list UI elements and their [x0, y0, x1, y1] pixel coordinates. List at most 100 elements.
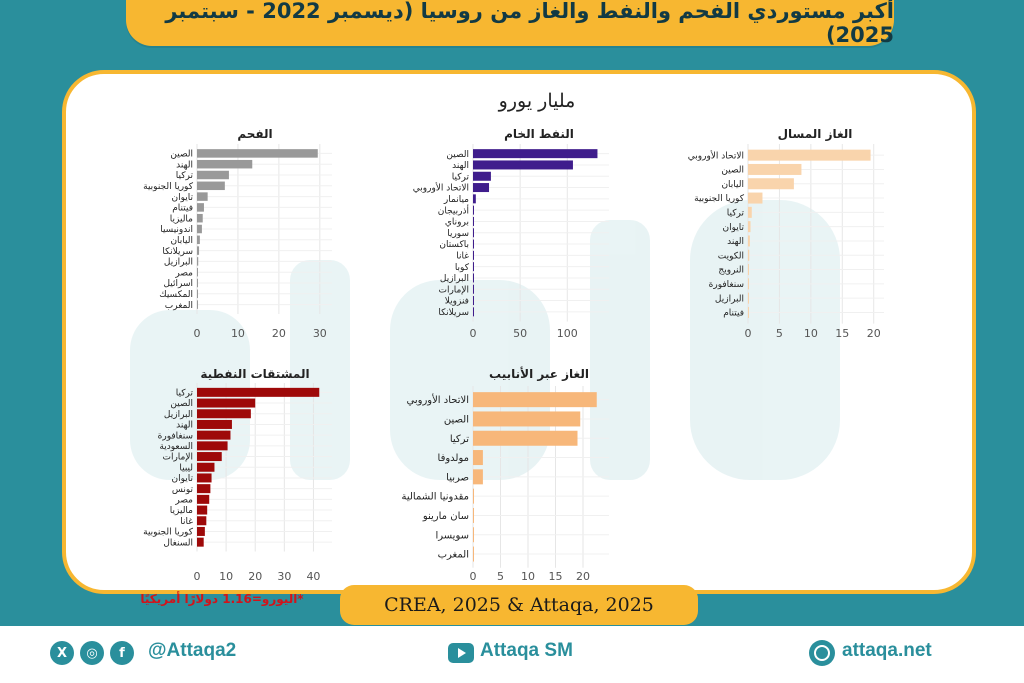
social-handle[interactable]: @Attaqa2	[148, 640, 237, 661]
bar	[197, 537, 204, 547]
category-label: سريلانكا	[438, 308, 469, 318]
source-text: CREA, 2025 & Attaqa, 2025	[384, 594, 654, 616]
bar	[473, 262, 474, 272]
tick-label: 20	[248, 570, 262, 583]
category-label: الصين	[170, 150, 193, 160]
category-label: فيتنام	[172, 204, 193, 214]
bar	[197, 170, 229, 180]
bar	[748, 221, 751, 233]
category-label: البرازيل	[715, 294, 744, 304]
category-label: الكويت	[718, 251, 744, 261]
bar	[197, 430, 231, 440]
social-icons: X ◎ f	[50, 641, 134, 665]
category-label: فيتنام	[723, 309, 744, 319]
bar	[197, 419, 232, 429]
bar	[197, 192, 208, 201]
page-title: أكبر مستوردي الفحم والنفط والغاز من روسي…	[165, 0, 894, 47]
website-link[interactable]: attaqa.net	[842, 640, 932, 661]
bar	[473, 296, 474, 306]
category-label: صربيا	[446, 472, 469, 483]
bar	[197, 473, 212, 483]
category-label: بروناي	[445, 218, 469, 228]
chart-title: النفط الخام	[504, 127, 574, 142]
bar	[473, 488, 474, 504]
bar	[748, 192, 763, 204]
category-label: البرازيل	[164, 410, 193, 420]
bar	[748, 278, 749, 290]
category-label: اندونيسيا	[160, 225, 193, 235]
bar	[473, 392, 597, 408]
category-label: تركيا	[450, 434, 469, 445]
bar	[748, 163, 802, 175]
category-label: السنغال	[163, 538, 193, 548]
chart-title: الغاز عبر الأنابيب	[489, 366, 589, 381]
bar	[197, 462, 215, 472]
bar	[473, 430, 578, 446]
tick-label: 10	[231, 327, 245, 340]
tick-label: 10	[521, 570, 535, 583]
category-label: تركيا	[452, 172, 470, 182]
tick-label: 30	[313, 327, 327, 340]
category-label: الاتحاد الأوروبي	[688, 149, 744, 161]
category-label: سويسرا	[435, 530, 469, 541]
x-icon[interactable]: X	[50, 641, 74, 665]
category-label: السعودية	[159, 442, 193, 452]
bar	[473, 205, 474, 215]
bar	[748, 206, 752, 218]
bar	[197, 452, 222, 462]
category-label: البرازيل	[440, 274, 469, 284]
title-banner: أكبر مستوردي الفحم والنفط والغاز من روسي…	[126, 0, 894, 47]
category-label: سان مارينو	[422, 511, 469, 522]
chart-3: 0 10 20 30 40 المشتقات النفطية تركياالصينالبرا…	[143, 367, 332, 583]
category-label: الاتحاد الأوروبي	[413, 182, 469, 194]
bar	[197, 213, 203, 223]
bar	[197, 181, 225, 191]
tick-label: 15	[549, 570, 563, 583]
bar	[473, 273, 474, 283]
bar	[197, 516, 207, 526]
bar	[473, 171, 491, 181]
facebook-icon[interactable]: f	[110, 641, 134, 665]
tick-label: 20	[576, 570, 590, 583]
youtube-icon[interactable]	[448, 643, 474, 663]
tick-label: 30	[277, 570, 291, 583]
chart-title: المشتقات النفطية	[200, 367, 309, 381]
bar	[197, 267, 198, 277]
tick-label: 50	[513, 327, 527, 340]
youtube-handle[interactable]: Attaqa SM	[480, 640, 573, 661]
bar	[473, 160, 573, 170]
bar	[473, 194, 476, 204]
bar	[473, 250, 474, 260]
bar	[197, 505, 208, 515]
instagram-icon[interactable]: ◎	[80, 641, 104, 665]
bar	[197, 494, 210, 504]
category-label: سريلانكا	[162, 247, 193, 257]
category-label: الإمارات	[162, 453, 193, 463]
category-label: غانا	[180, 517, 193, 527]
category-label: البرازيل	[164, 258, 193, 268]
category-label: اليابان	[170, 236, 193, 246]
tick-label: 100	[557, 327, 578, 340]
category-label: المغرب	[438, 550, 469, 561]
footer-bar	[0, 626, 1024, 683]
tick-label: 5	[497, 570, 504, 583]
bar	[473, 307, 474, 317]
bar	[748, 306, 749, 318]
category-label: كوريا الجنوبية	[143, 528, 194, 538]
bar	[197, 387, 320, 397]
category-label: الهند	[452, 161, 469, 171]
bar	[748, 292, 749, 304]
category-label: اليابان	[721, 180, 744, 190]
bar	[197, 398, 256, 408]
category-label: تايوان	[171, 193, 193, 203]
bar	[197, 235, 200, 245]
bar	[473, 183, 490, 193]
bar	[197, 441, 228, 451]
bar	[197, 289, 198, 299]
globe-icon[interactable]	[809, 640, 835, 666]
bar	[197, 149, 318, 158]
category-label: النرويج	[718, 266, 744, 276]
chart-1: 0 50 100 النفط الخام الصينالهندتركياالاتحاد …	[413, 127, 609, 340]
